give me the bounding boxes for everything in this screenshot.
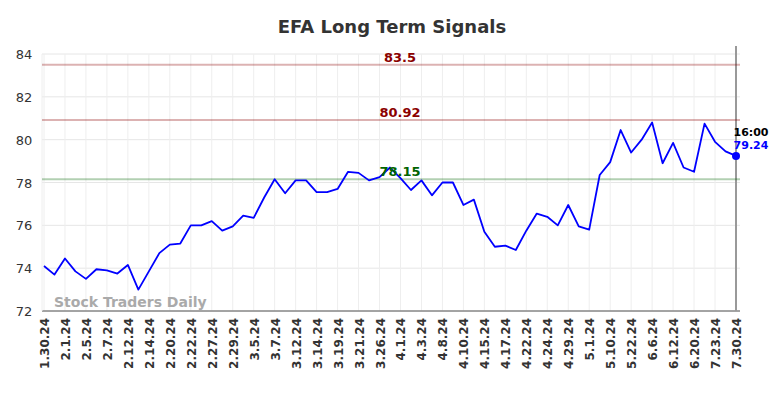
grid-line: [190, 54, 191, 311]
x-tick-label: 3.26.24: [374, 318, 388, 369]
x-tick-label: 6.12.24: [667, 318, 681, 369]
x-tick-label: 6.20.24: [688, 318, 702, 369]
grid-line: [379, 54, 380, 311]
x-tick-label: 4.10.24: [457, 318, 471, 369]
x-tick-label: 4.1.24: [394, 318, 408, 361]
grid-line: [42, 268, 740, 269]
grid-line: [358, 54, 359, 311]
x-tick-label: 2.22.24: [185, 318, 199, 369]
x-tick-label: 7.30.24: [730, 318, 744, 369]
grid-line: [337, 54, 338, 311]
x-tick-label: 2.5.24: [80, 318, 94, 361]
grid-line: [610, 54, 611, 311]
grid-line: [211, 54, 212, 311]
grid-line: [589, 54, 590, 311]
x-tick-label: 7.23.24: [709, 318, 723, 369]
grid-line: [568, 54, 569, 311]
grid-line: [715, 54, 716, 311]
x-tick-label: 3.19.24: [332, 318, 346, 369]
x-tick-label: 3.21.24: [353, 318, 367, 369]
reference-label: 78.15: [379, 164, 420, 179]
grid-line: [673, 54, 674, 311]
last-value-label: 79.24: [734, 139, 769, 152]
x-tick-label: 2.14.24: [143, 318, 157, 369]
reference-label: 83.5: [384, 50, 416, 65]
grid-line: [505, 54, 506, 311]
x-tick-label: 3.7.24: [269, 318, 283, 361]
grid-line: [631, 54, 632, 311]
grid-line: [232, 54, 233, 311]
x-tick-label: 3.5.24: [248, 318, 262, 361]
x-tick-label: 2.12.24: [122, 318, 136, 369]
x-tick-label: 3.12.24: [290, 318, 304, 369]
grid-line: [547, 54, 548, 311]
grid-line: [42, 311, 740, 312]
grid-line: [85, 54, 86, 311]
background: [0, 0, 784, 398]
y-tick-label: 80: [16, 133, 33, 148]
grid-line: [526, 54, 527, 311]
x-tick-label: 4.29.24: [562, 318, 576, 369]
x-tick-label: 2.7.24: [101, 318, 115, 361]
grid-line: [169, 54, 170, 311]
x-tick-label: 4.24.24: [541, 318, 555, 369]
grid-line: [42, 225, 740, 226]
y-axis-line: [42, 54, 43, 311]
x-tick-label: 1.30.24: [38, 318, 52, 369]
grid-line: [400, 54, 401, 311]
grid-line: [295, 54, 296, 311]
x-tick-label: 4.15.24: [478, 318, 492, 369]
plot-area: [42, 65, 740, 290]
grid-line: [274, 54, 275, 311]
y-tick-label: 82: [16, 90, 33, 105]
grid-line: [316, 54, 317, 311]
grid-line: [694, 54, 695, 311]
grid-line: [42, 139, 740, 140]
time-label: 16:00: [733, 126, 768, 139]
x-tick-label: 5.1.24: [583, 318, 597, 361]
x-tick-label: 6.6.24: [646, 318, 660, 361]
grid-line: [484, 54, 485, 311]
grid-line: [42, 182, 740, 183]
title: EFA Long Term Signals: [278, 16, 506, 37]
y-tick-label: 78: [16, 176, 33, 191]
x-tick-label: 5.22.24: [625, 318, 639, 369]
grid-line: [127, 54, 128, 311]
x-tick-label: 3.14.24: [311, 318, 325, 369]
grid-line: [463, 54, 464, 311]
x-tick-label: 4.8.24: [436, 318, 450, 361]
x-axis-line: [42, 311, 740, 312]
x-tick-label: 4.17.24: [499, 318, 513, 369]
y-tick-label: 72: [16, 304, 33, 319]
grid-line: [64, 54, 65, 311]
x-tick-label: 2.29.24: [227, 318, 241, 369]
x-tick-label: 4.3.24: [415, 318, 429, 361]
grid-line: [421, 54, 422, 311]
x-tick-label: 2.1.24: [59, 318, 73, 361]
grid-line: [106, 54, 107, 311]
x-tick-label: 2.20.24: [164, 318, 178, 369]
x-tick-label: 5.10.24: [604, 318, 618, 369]
grid-line: [652, 54, 653, 311]
watermark: Stock Traders Daily: [54, 294, 207, 310]
grid-line: [42, 96, 740, 97]
x-tick-label: 2.27.24: [206, 318, 220, 369]
series-line: [44, 123, 736, 290]
y-tick-label: 76: [16, 218, 33, 233]
y-tick-label: 84: [16, 47, 33, 62]
grid-line: [253, 54, 254, 311]
x-tick-label: 4.22.24: [520, 318, 534, 369]
chart: EFA Long Term Signals 72 74 76 78 80 82 84 1.30.…: [0, 0, 784, 398]
y-tick-label: 74: [16, 261, 33, 276]
reference-label: 80.92: [379, 105, 420, 120]
grid-line: [44, 54, 45, 311]
last-point: [732, 152, 740, 160]
